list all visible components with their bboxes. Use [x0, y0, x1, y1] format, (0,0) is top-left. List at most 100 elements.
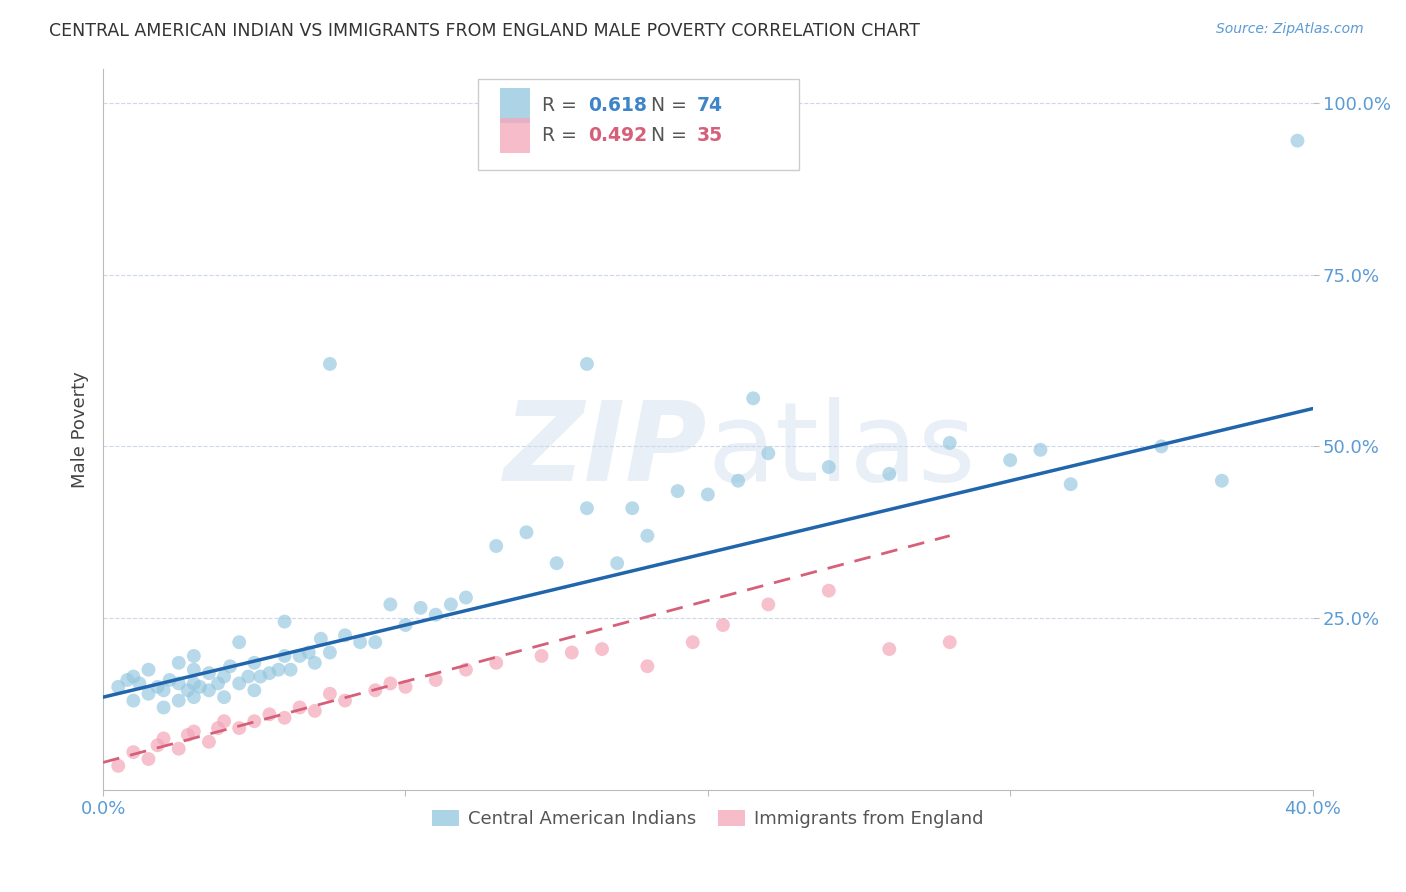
Point — [454, 591, 477, 605]
Point — [183, 663, 205, 677]
Legend: Central American Indians, Immigrants from England: Central American Indians, Immigrants fro… — [425, 802, 991, 835]
Point — [177, 683, 200, 698]
Text: CENTRAL AMERICAN INDIAN VS IMMIGRANTS FROM ENGLAND MALE POVERTY CORRELATION CHAR: CENTRAL AMERICAN INDIAN VS IMMIGRANTS FR… — [49, 22, 920, 40]
Point — [122, 669, 145, 683]
Point — [259, 707, 281, 722]
Point — [319, 646, 342, 660]
Point — [183, 676, 205, 690]
Point — [380, 676, 402, 690]
Point — [666, 484, 689, 499]
Point — [146, 680, 169, 694]
Point — [152, 731, 174, 746]
Point — [243, 683, 266, 698]
Point — [273, 648, 295, 663]
Point — [183, 648, 205, 663]
Point — [1211, 474, 1233, 488]
Point — [212, 669, 235, 683]
Text: 0.492: 0.492 — [588, 126, 647, 145]
Point — [138, 752, 160, 766]
Point — [107, 759, 129, 773]
Point — [485, 539, 508, 553]
Text: 0.618: 0.618 — [588, 95, 647, 115]
Point — [485, 656, 508, 670]
Point — [273, 615, 295, 629]
Point — [243, 714, 266, 729]
Point — [228, 635, 250, 649]
Point — [575, 501, 598, 516]
Text: 74: 74 — [697, 95, 723, 115]
Point — [696, 487, 718, 501]
Text: 35: 35 — [697, 126, 723, 145]
Point — [319, 357, 342, 371]
Point — [259, 666, 281, 681]
Text: R =: R = — [543, 126, 576, 145]
Point — [394, 680, 416, 694]
Point — [606, 556, 628, 570]
Point — [756, 598, 779, 612]
Point — [122, 693, 145, 707]
FancyBboxPatch shape — [499, 119, 530, 153]
Point — [198, 666, 221, 681]
Point — [1060, 477, 1083, 491]
Point — [288, 700, 311, 714]
Point — [159, 673, 181, 687]
Point — [1029, 442, 1052, 457]
Point — [938, 436, 960, 450]
Point — [530, 648, 553, 663]
Point — [349, 635, 371, 649]
FancyBboxPatch shape — [499, 88, 530, 122]
Point — [107, 680, 129, 694]
Point — [546, 556, 568, 570]
Point — [152, 700, 174, 714]
Point — [877, 642, 900, 657]
Point — [575, 357, 598, 371]
Text: R =: R = — [543, 95, 576, 115]
Point — [117, 673, 139, 687]
Point — [298, 646, 321, 660]
Point — [515, 525, 537, 540]
Point — [212, 714, 235, 729]
Point — [756, 446, 779, 460]
Point — [152, 683, 174, 698]
FancyBboxPatch shape — [478, 79, 799, 169]
Point — [167, 656, 190, 670]
Point — [309, 632, 332, 646]
Point — [682, 635, 704, 649]
Text: N =: N = — [651, 95, 688, 115]
Point — [188, 680, 211, 694]
Point — [409, 600, 432, 615]
Point — [742, 392, 765, 406]
Point — [280, 663, 302, 677]
Point — [207, 676, 229, 690]
Point — [138, 663, 160, 677]
Point — [273, 711, 295, 725]
Point — [1000, 453, 1022, 467]
Point — [364, 635, 387, 649]
Point — [1286, 134, 1309, 148]
Point — [1150, 439, 1173, 453]
Point — [167, 741, 190, 756]
Point — [425, 673, 447, 687]
Point — [249, 669, 271, 683]
Point — [207, 721, 229, 735]
Point — [288, 648, 311, 663]
Point — [636, 529, 658, 543]
Point — [454, 663, 477, 677]
Point — [198, 683, 221, 698]
Point — [212, 690, 235, 705]
Point — [877, 467, 900, 481]
Point — [183, 690, 205, 705]
Point — [938, 635, 960, 649]
Y-axis label: Male Poverty: Male Poverty — [72, 371, 89, 488]
Point — [304, 656, 326, 670]
Point — [228, 676, 250, 690]
Point — [394, 618, 416, 632]
Text: atlas: atlas — [707, 397, 976, 504]
Point — [167, 693, 190, 707]
Point — [177, 728, 200, 742]
Point — [621, 501, 644, 516]
Point — [333, 693, 356, 707]
Point — [183, 724, 205, 739]
Point — [364, 683, 387, 698]
Point — [219, 659, 242, 673]
